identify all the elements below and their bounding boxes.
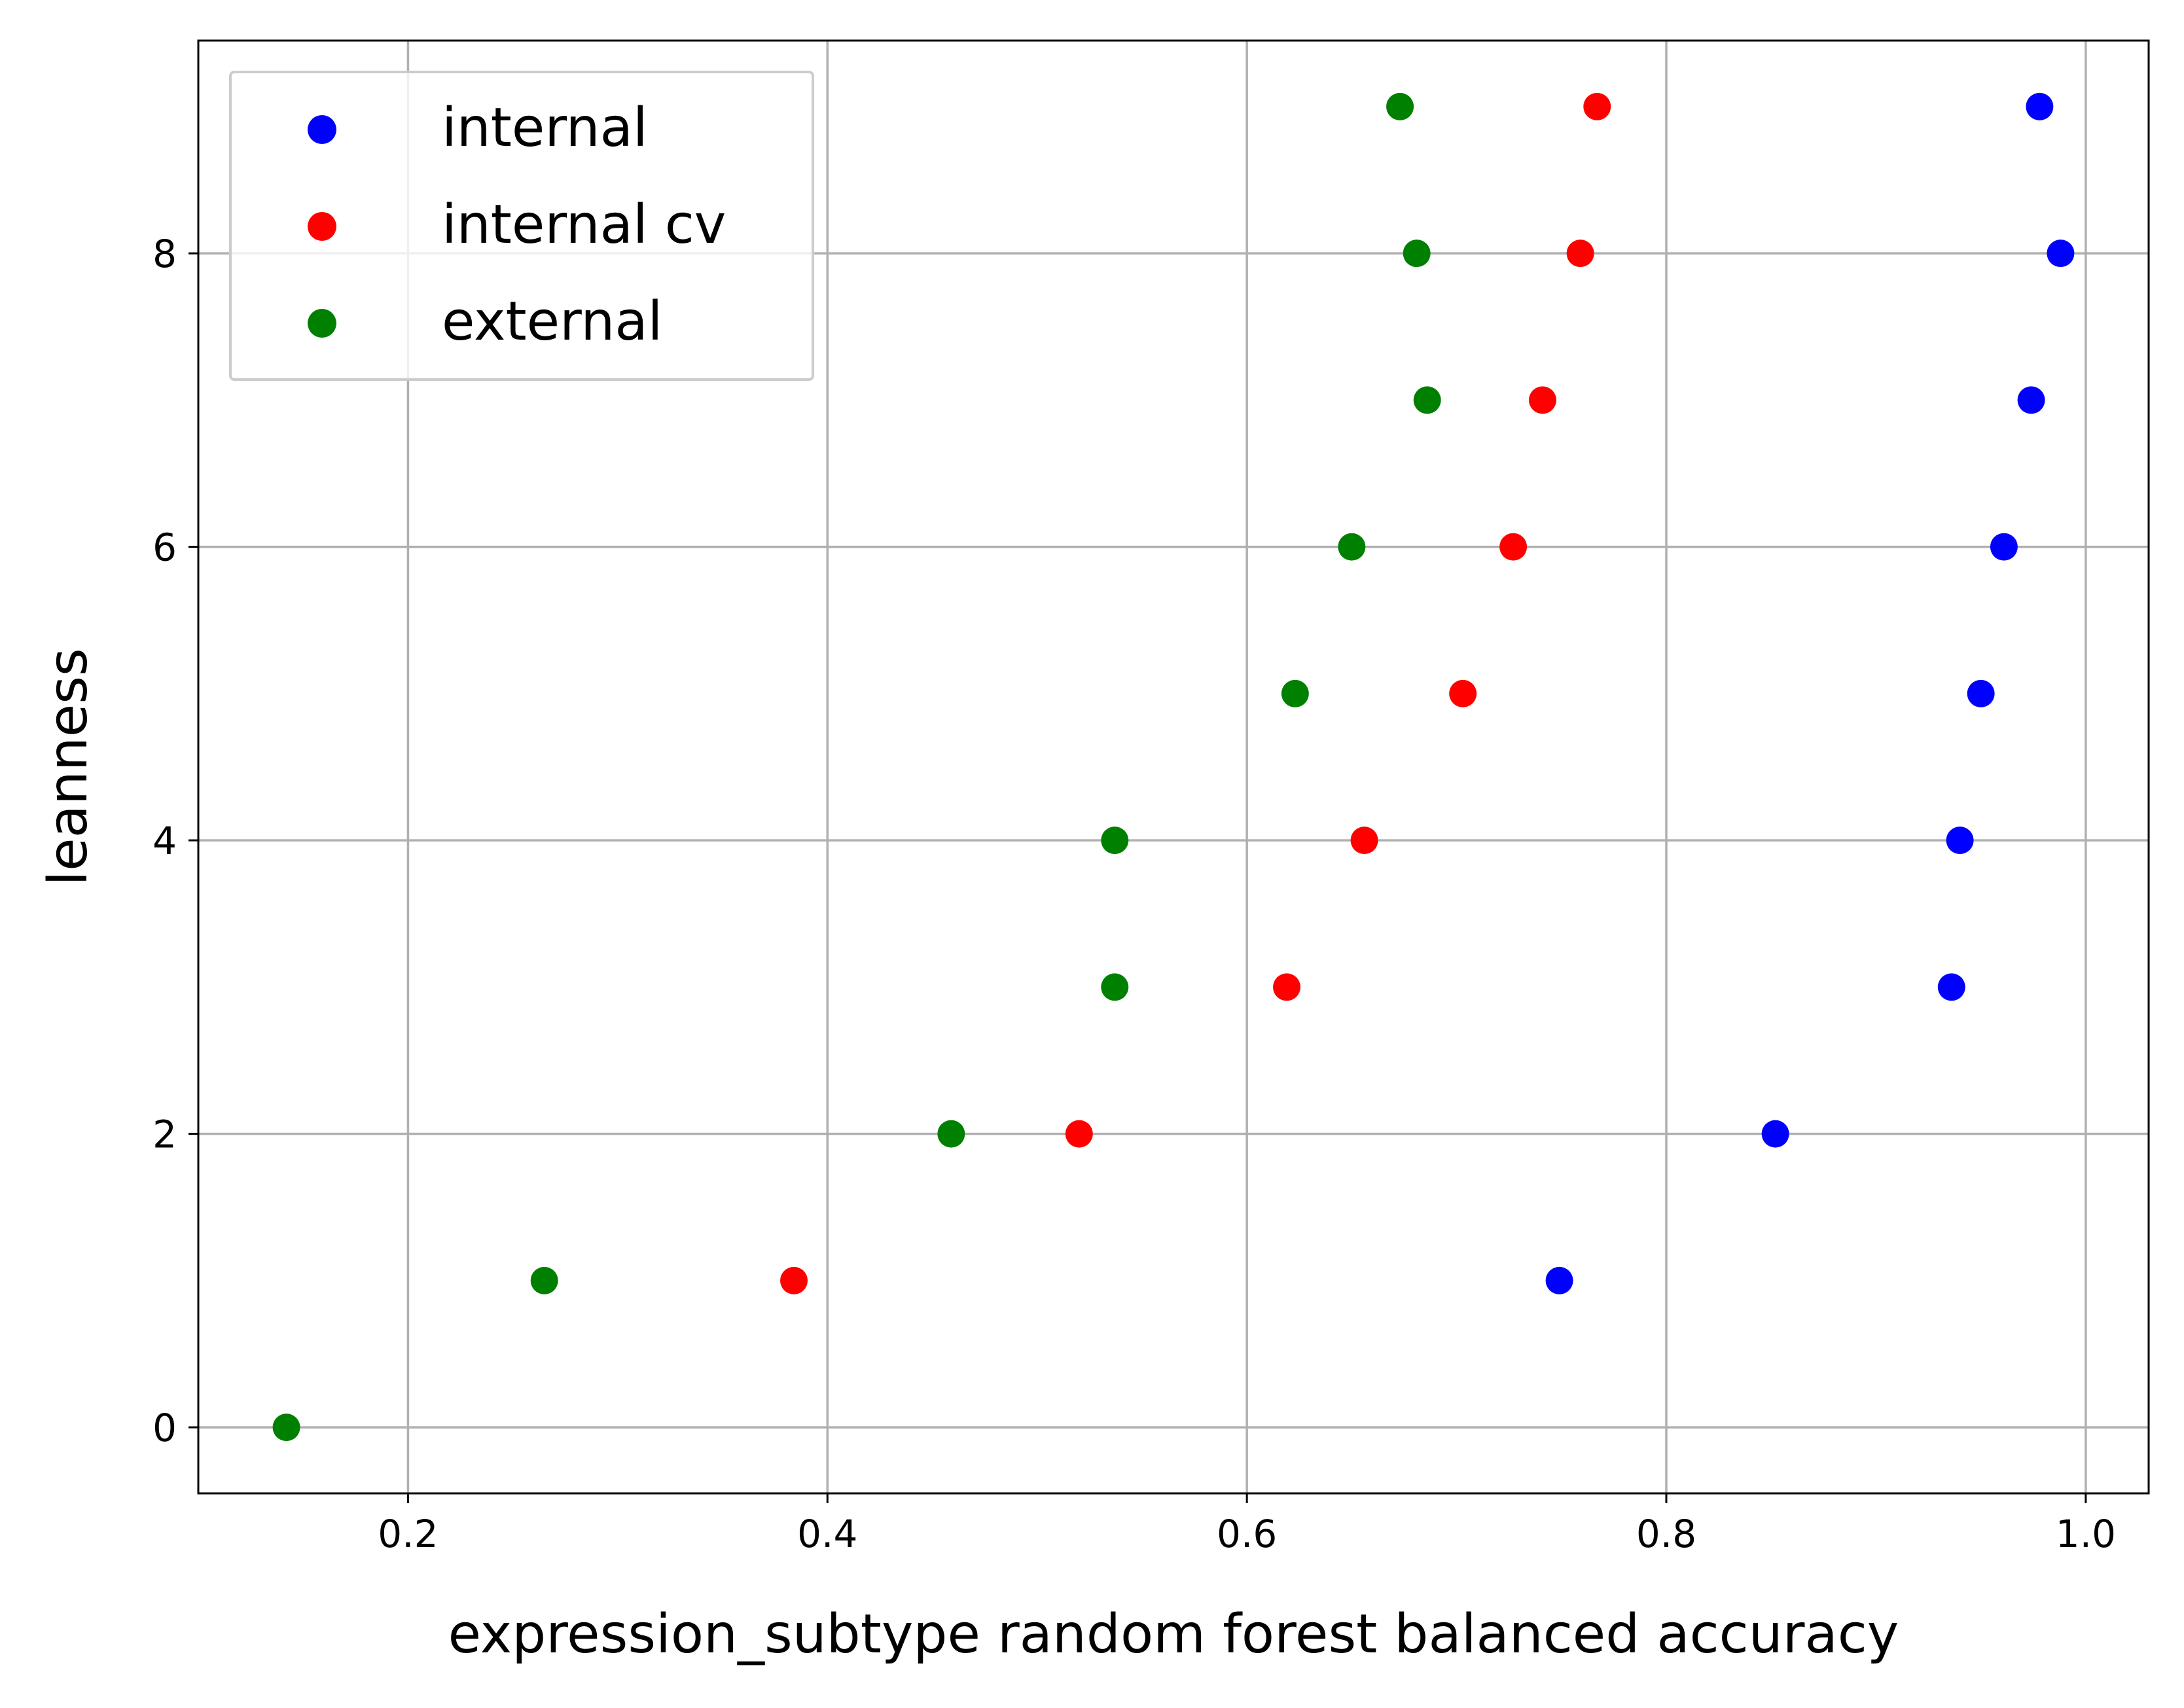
x-tick-label: 0.2: [378, 1512, 438, 1556]
legend: internal internal cv external: [229, 71, 814, 381]
data-point-internal-cv: [780, 1266, 808, 1294]
data-points: [272, 92, 2075, 1442]
data-point-external: [1413, 386, 1441, 414]
data-point-external: [272, 1414, 300, 1442]
grid: [198, 41, 2149, 1493]
data-point-internal-cv: [1528, 386, 1556, 414]
data-point-internal-cv: [1065, 1120, 1093, 1148]
y-tick-label: 6: [152, 525, 177, 570]
data-point-external: [530, 1266, 558, 1294]
data-point-external: [1403, 240, 1431, 268]
series-internal-cv: [780, 92, 1611, 1294]
data-point-internal: [1946, 827, 1974, 855]
data-point-internal-cv: [1350, 827, 1378, 855]
legend-marker-external: [308, 309, 336, 338]
series-internal: [1545, 92, 2075, 1294]
legend-label-external: external: [442, 291, 662, 353]
legend-label-internal-cv: internal cv: [442, 194, 726, 256]
legend-marker-internal: [308, 115, 336, 144]
data-point-internal-cv: [1566, 240, 1594, 268]
data-point-internal: [1967, 679, 1995, 707]
data-point-internal: [1761, 1120, 1789, 1148]
y-tick-label: 0: [152, 1406, 177, 1450]
legend-label-internal: internal: [442, 97, 648, 159]
x-tick-label: 0.8: [1636, 1512, 1696, 1556]
x-tick-label: 0.4: [797, 1512, 857, 1556]
data-point-internal: [2017, 386, 2045, 414]
series-external: [272, 92, 1441, 1442]
data-point-external: [1386, 92, 1414, 120]
y-tick-label: 8: [152, 232, 177, 276]
legend-entries: internal internal cv external: [308, 97, 726, 353]
data-point-internal: [2026, 92, 2054, 120]
data-point-external: [1101, 973, 1129, 1001]
data-point-external: [1338, 533, 1366, 561]
x-tick-label: 1.0: [2056, 1512, 2116, 1556]
plot-frame: [197, 39, 2150, 1495]
y-tick-label: 4: [152, 819, 177, 863]
y-axis-label: leanness: [37, 648, 99, 885]
data-point-internal-cv: [1273, 973, 1301, 1001]
data-point-external: [1281, 679, 1309, 707]
data-point-internal: [1545, 1266, 1573, 1294]
data-point-external: [937, 1120, 965, 1148]
axis-ticks: 0.2 0.4 0.6 0.8 1.0 0 2 4 6 8: [152, 232, 2116, 1556]
data-point-internal-cv: [1499, 533, 1528, 561]
x-tick-label: 0.6: [1217, 1512, 1277, 1556]
data-point-external: [1101, 827, 1129, 855]
data-point-internal: [1990, 533, 2018, 561]
legend-marker-internal-cv: [308, 212, 336, 241]
data-point-internal-cv: [1583, 92, 1611, 120]
data-point-internal-cv: [1449, 679, 1477, 707]
legend-box: [229, 71, 814, 381]
data-point-internal: [1937, 973, 1965, 1001]
y-tick-label: 2: [152, 1112, 177, 1157]
data-point-internal: [2047, 240, 2075, 268]
x-axis-label: expression_subtype random forest balance…: [448, 1603, 1899, 1665]
